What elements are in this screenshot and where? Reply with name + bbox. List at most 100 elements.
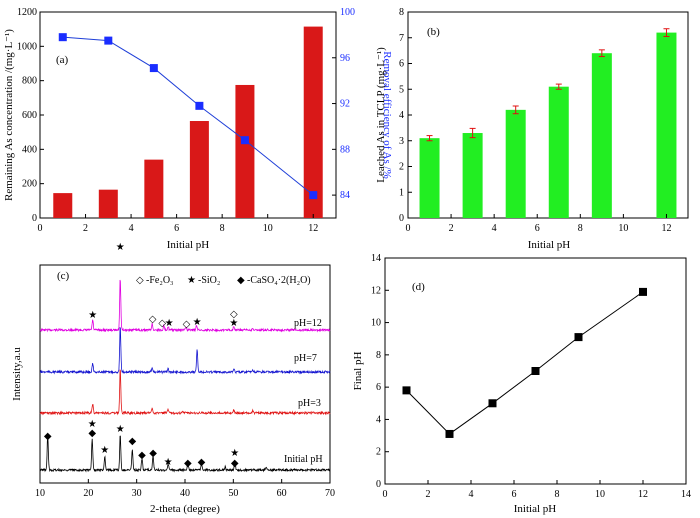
panel-b-ytick-label: 7 (399, 33, 404, 44)
panel-a-efficiency-point (149, 64, 158, 73)
panel-c-phase-marker: ★ (88, 419, 97, 430)
panel-d-point (639, 287, 647, 296)
panel-c-phase-marker: ◇ (230, 309, 238, 320)
panel-d-ytick-label: 0 (376, 479, 381, 490)
panel-a-efficiency-point (240, 136, 249, 145)
panel-c-xtick-label: 10 (35, 488, 45, 499)
panel-c-phase-marker: ◇ (149, 314, 157, 325)
panel-a-bar (144, 159, 164, 218)
panel-d-ylabel: Final pH (352, 352, 364, 391)
panel-a-bar (189, 121, 209, 218)
panel-a-ytick-label: 400 (22, 144, 37, 155)
panel-c-trace (39, 279, 331, 333)
panel-c-phase-marker: ★ (193, 317, 202, 328)
panel-d: 0 2 4 6 8 10 12 14 0 2 4 6 8 10 12 14 (d) Initial pH F… (352, 253, 691, 515)
panel-a: 0 2 4 6 8 10 12 0 200 400 600 800 1000 1200 84 88 92 96… (3, 7, 393, 251)
panel-c-phase-marker: ★ (116, 242, 125, 253)
panel-a-efficiency-point (104, 36, 113, 45)
panel-c-phase-marker: ◇ (183, 319, 191, 330)
panel-d-xtick-label: 10 (595, 489, 605, 500)
panel-c-trace (39, 369, 331, 416)
panel-d-xtick-label: 8 (555, 489, 560, 500)
panel-a-bar (235, 84, 255, 218)
panel-b-ytick-label: 3 (399, 136, 404, 147)
panel-c-label: (c) (57, 270, 70, 282)
panel-c-xtick-label: 20 (83, 488, 93, 499)
panel-d-point (574, 333, 583, 342)
panel-d-point (445, 429, 454, 438)
panel-b-ytick-label: 6 (399, 59, 404, 70)
panel-a-ytick-label: 800 (22, 76, 37, 87)
panel-d-ytick-label: 12 (371, 285, 381, 296)
trace-label-initial: Initial pH (284, 454, 323, 465)
panel-a-bar (303, 26, 323, 218)
legend-caso4-symbol: ◆ (237, 275, 245, 286)
panel-a-ytick-label: 1000 (17, 41, 37, 52)
panel-c-frame (39, 264, 331, 484)
panel-b-frame (407, 11, 689, 219)
panel-a-bar (53, 193, 73, 218)
panel-a-y2tick-label: 100 (340, 7, 355, 18)
panel-d-point (488, 399, 497, 408)
panel-d-ytick-label: 4 (376, 414, 381, 425)
panel-d-xtick-label: 0 (383, 489, 388, 500)
panel-a-xtick-label: 6 (174, 223, 179, 234)
panel-a-efficiency-point (58, 33, 67, 42)
panel-c-phase-marker: ◇ (158, 318, 166, 329)
panel-b-label: (b) (427, 26, 440, 38)
panel-b-ytick-label: 5 (399, 84, 404, 95)
trace-label-ph7: pH=7 (294, 353, 317, 364)
panel-b-bar (505, 109, 526, 218)
legend-sio2-symbol: ★ (187, 275, 196, 286)
panel-b-bar (656, 32, 677, 218)
panel-d-label: (d) (412, 281, 425, 293)
panel-d-ytick-label: 2 (376, 447, 381, 458)
trace-label-ph12: pH=12 (294, 318, 322, 329)
panel-b-bar (548, 86, 569, 218)
panel-b-xlabel: Initial pH (528, 239, 571, 251)
panel-b-bar (591, 53, 612, 219)
panel-a-efficiency-point (309, 191, 318, 200)
panel-c-phase-marker: ◆ (149, 448, 157, 459)
panel-d-ytick-label: 6 (376, 382, 381, 393)
panel-a-xtick-label: 4 (129, 223, 134, 234)
panel-b-ylabel: Leached As in TCLP (mg·L⁻¹) (375, 47, 387, 183)
panel-b-xtick-label: 8 (578, 223, 583, 234)
panel-c-phase-marker: ◆ (231, 458, 239, 469)
panel-a-ytick-label: 0 (32, 213, 37, 224)
panel-c-xtick-label: 30 (132, 488, 142, 499)
panel-a-ytick-label: 1200 (17, 7, 37, 18)
panel-c-xlabel: 2-theta (degree) (150, 503, 220, 515)
panel-c-phase-marker: ★ (229, 318, 238, 329)
panel-b-ytick-label: 8 (399, 7, 404, 18)
panel-d-frame (384, 257, 687, 485)
panel-d-point (531, 367, 540, 375)
panel-b-xtick-label: 0 (406, 223, 411, 234)
panel-a-xtick-label: 12 (308, 223, 318, 234)
legend-fe2o3: -Fe₂O₃ (146, 275, 174, 286)
panel-a-y2tick-label: 92 (340, 99, 350, 110)
panel-a-label: (a) (56, 54, 69, 66)
panel-c-xtick-label: 70 (325, 488, 335, 499)
panel-a-xtick-label: 2 (83, 223, 88, 234)
panel-a-xtick-label: 10 (263, 223, 273, 234)
panel-c: ★★◇ ◇★ ◇ ★◇★★◆◆★★◆◆ ◆★ ◆ ◆★◆ 10 20 30 40 50 60 70 (c… (11, 242, 335, 515)
panel-d-xtick-label: 6 (512, 489, 517, 500)
panel-a-bar (98, 189, 118, 218)
panel-a-y2label: Removal efficiency of As /% (381, 51, 393, 178)
panel-a-ylabel: Remaining As concentration /(mg·L⁻¹) (3, 29, 15, 201)
panel-b-xtick-label: 10 (618, 223, 628, 234)
panel-b-ytick-label: 1 (399, 187, 404, 198)
panel-a-xlabel: Initial pH (167, 239, 210, 251)
panel-c-phase-marker: ◆ (184, 458, 192, 469)
panel-a-efficiency-point (195, 101, 204, 110)
panel-c-ylabel: Intensity,a.u (11, 347, 23, 401)
panel-b-bar (419, 138, 440, 218)
panel-c-phase-marker: ★ (164, 457, 173, 468)
legend-caso4: -CaSO₄·2(H₂O) (247, 275, 311, 286)
panel-b-bar (462, 133, 483, 218)
legend-fe2o3-symbol: ◇ (136, 275, 144, 286)
panel-d-point (402, 386, 411, 395)
